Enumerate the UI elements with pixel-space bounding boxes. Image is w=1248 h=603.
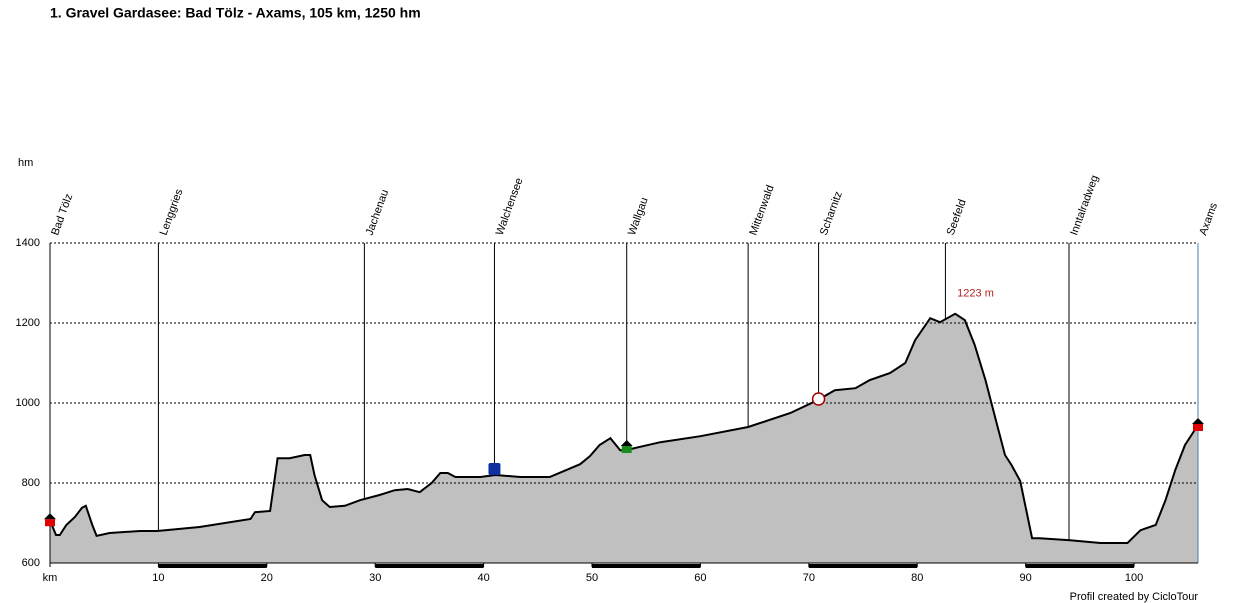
scale-bar: [158, 564, 267, 568]
scale-bar: [808, 564, 918, 568]
peak-annotation: 1223 m: [957, 288, 994, 300]
icon: [1192, 418, 1204, 424]
y-tick-label: 1000: [16, 397, 40, 409]
y-axis-label: hm: [18, 157, 33, 169]
credit: Profil created by CicloTour: [1070, 591, 1199, 603]
icon: [811, 392, 826, 406]
elevation-area: [50, 313, 1198, 563]
scale-bar: [1025, 564, 1135, 568]
y-tick-label: 1200: [16, 317, 40, 329]
x-tick-label: 60: [694, 572, 706, 584]
icon: [1193, 424, 1203, 431]
waypoint-label: Bad Tölz: [49, 192, 75, 237]
waypoint-label: Wallgau: [626, 196, 651, 237]
chart-title: 1. Gravel Gardasee: Bad Tölz - Axams, 10…: [50, 5, 421, 21]
icon: [620, 440, 633, 446]
y-tick-label: 1400: [16, 237, 40, 249]
scale-bar: [375, 564, 484, 568]
waypoint-label: Axams: [1197, 201, 1220, 237]
x-tick-label: 100: [1125, 572, 1143, 584]
waypoint-label: Seefeld: [945, 198, 969, 237]
scale-bar: [592, 564, 701, 568]
x-tick-label: 80: [911, 572, 923, 584]
y-tick-label: 600: [22, 557, 40, 569]
y-tick-label: 800: [22, 477, 40, 489]
waypoint-label: Walchensee: [494, 176, 526, 237]
icon: [44, 513, 56, 520]
x-tick-label: km: [43, 572, 58, 584]
x-tick-label: 20: [261, 572, 273, 584]
waypoint-label: Scharnitz: [818, 190, 845, 237]
waypoint-label: Lenggries: [158, 187, 186, 237]
icon: [45, 519, 55, 527]
x-tick-label: 90: [1020, 572, 1032, 584]
icon: [621, 446, 632, 453]
elevation-line: [49, 312, 1199, 544]
x-tick-label: 10: [152, 572, 164, 584]
waypoint-label: Mittenwald: [747, 184, 776, 238]
icon: [488, 463, 501, 475]
x-tick-label: 40: [477, 572, 489, 584]
x-tick-label: 30: [369, 572, 381, 584]
x-tick-label: 50: [586, 572, 598, 584]
waypoint-label: Jachenau: [364, 188, 392, 237]
x-tick-label: 70: [803, 572, 815, 584]
waypoint-label: Inntalradweg: [1068, 174, 1101, 237]
